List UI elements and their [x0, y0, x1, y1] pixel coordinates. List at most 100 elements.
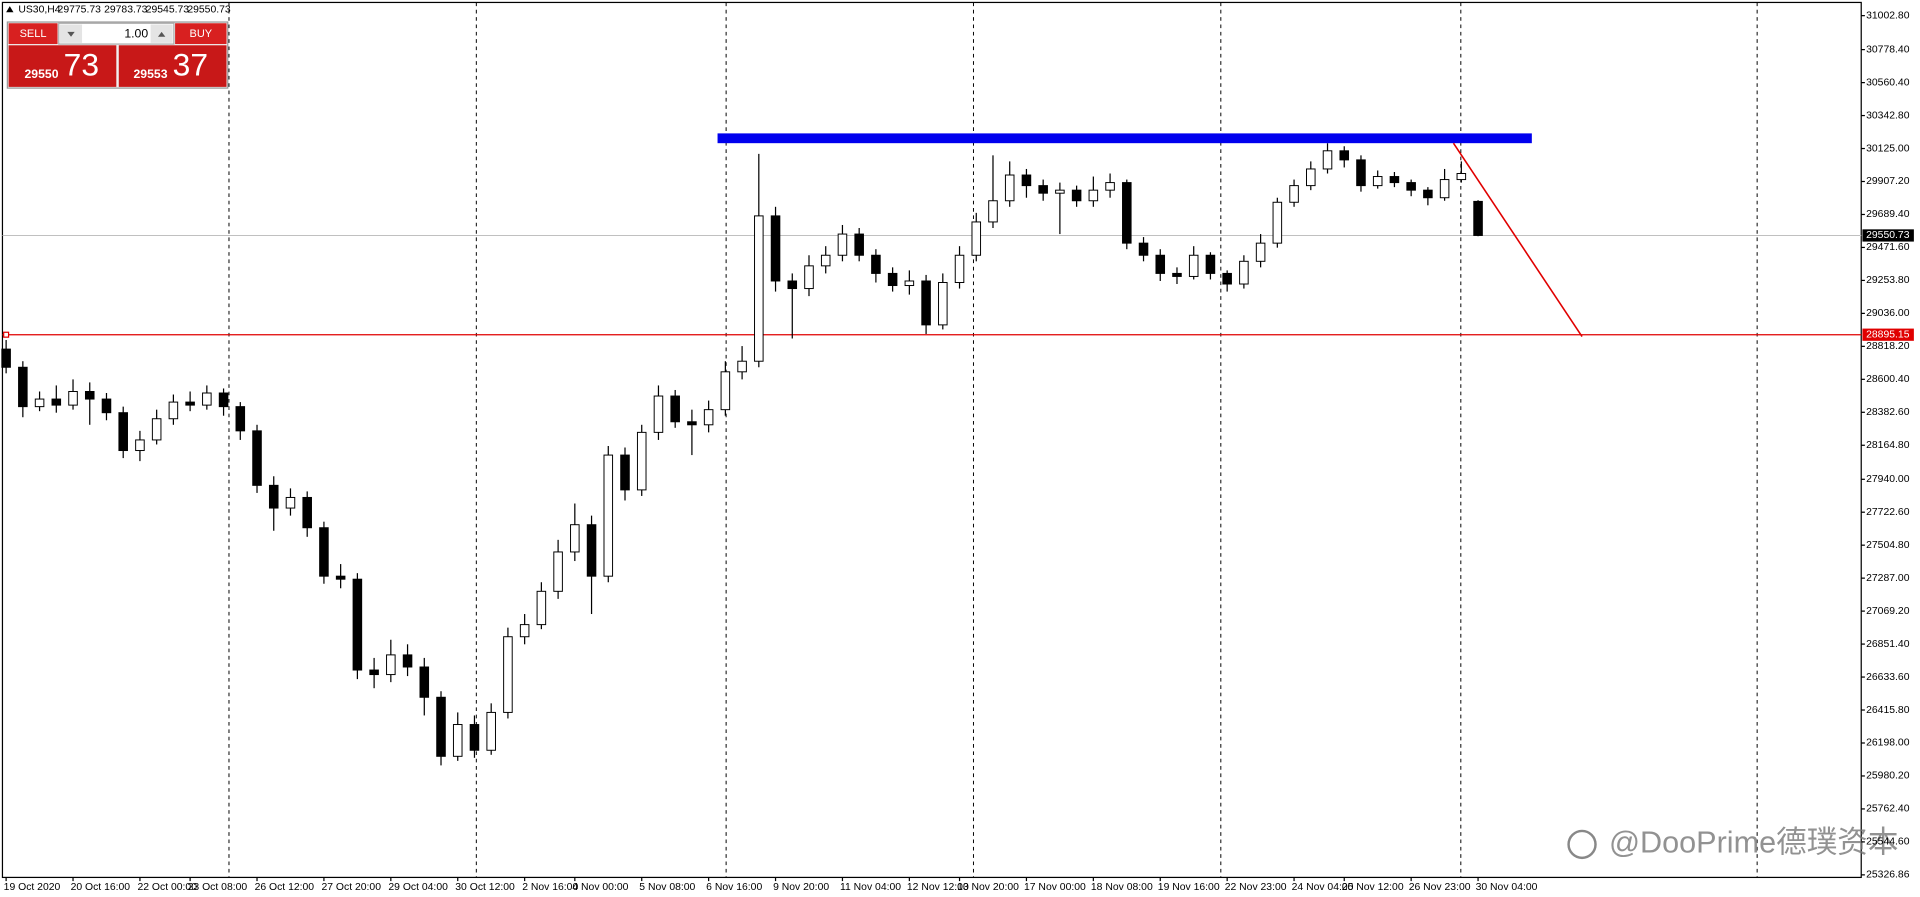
candle-body: [1255, 242, 1266, 262]
resistance-zone[interactable]: [717, 133, 1532, 144]
candle-body: [1473, 200, 1483, 236]
x-tick-label: 26 Oct 12:00: [255, 882, 315, 893]
trend-arrow[interactable]: [1452, 142, 1583, 337]
candle-body: [419, 666, 430, 698]
candle-body: [1071, 189, 1082, 202]
x-tick-label: 17 Nov 00:00: [1024, 882, 1086, 893]
x-tick-label: 11 Nov 04:00: [840, 882, 901, 893]
y-tick-label: 28164.80: [1866, 440, 1910, 451]
y-tick-label: 26633.60: [1866, 672, 1910, 683]
candle-body: [68, 391, 78, 406]
candle-body: [1372, 176, 1383, 187]
x-tick-label: 24 Nov 04:00: [1292, 882, 1354, 893]
x-tick-label: 22 Nov 23:00: [1225, 882, 1287, 893]
candle-body: [787, 280, 798, 290]
y-tick-label: 26415.80: [1866, 705, 1910, 716]
y-tick-label: 30560.40: [1866, 77, 1910, 88]
candle-body: [202, 392, 212, 406]
current-price-label: 29550.73: [1866, 230, 1910, 241]
y-tick-label: 27287.00: [1866, 573, 1910, 584]
candle-body: [536, 590, 547, 626]
lots-value[interactable]: 1.00: [124, 27, 148, 41]
x-tick-label: 23 Oct 08:00: [188, 882, 248, 893]
candle-body: [1205, 254, 1216, 274]
y-tick-label: 27722.60: [1866, 507, 1910, 518]
x-tick-label: 22 Oct 00:00: [137, 882, 197, 893]
buy-price-box[interactable]: [118, 45, 227, 87]
x-tick-label: 19 Oct 2020: [4, 882, 61, 893]
sell-button[interactable]: [8, 23, 58, 45]
sell-price-big[interactable]: 29550: [24, 67, 58, 81]
candle-body: [268, 484, 279, 509]
y-tick-label: 31002.80: [1866, 10, 1910, 21]
candle-body: [1239, 260, 1249, 285]
candle-body: [84, 391, 95, 400]
candle-body: [1356, 159, 1366, 187]
x-tick-label: 18 Nov 08:00: [1091, 882, 1153, 893]
candle-body: [1105, 182, 1115, 191]
candle-body: [988, 200, 998, 223]
candle-body: [553, 551, 563, 592]
sell-price-box[interactable]: [8, 45, 117, 87]
y-tick-label: 25544.60: [1866, 837, 1910, 848]
buy-price-small[interactable]: 37: [173, 47, 208, 83]
buy-label[interactable]: BUY: [190, 28, 213, 40]
collapse-icon[interactable]: [6, 6, 14, 13]
candle-body: [971, 221, 982, 256]
y-tick-label: 28382.60: [1866, 407, 1910, 418]
x-tick-label: 13 Nov 20:00: [957, 882, 1019, 893]
buy-price-big[interactable]: 29553: [133, 67, 167, 81]
candle-body: [837, 233, 848, 256]
y-tick-label: 25980.20: [1866, 771, 1910, 782]
candle-body: [503, 636, 513, 713]
plot-frame: [1, 1, 1862, 879]
marks: [1, 143, 1862, 766]
candle-body: [319, 527, 329, 577]
sell-label[interactable]: SELL: [20, 28, 47, 40]
lots-input[interactable]: [58, 22, 175, 45]
candle-body: [151, 418, 162, 441]
ohlc-low: 29545.73: [146, 5, 190, 16]
candle-body: [1339, 150, 1350, 161]
y-tick-label: 29907.20: [1866, 176, 1910, 187]
candle-body: [302, 496, 312, 529]
candle-body: [18, 366, 28, 408]
x-tick-label: 4 Nov 00:00: [572, 882, 628, 893]
candle-body: [1021, 174, 1032, 187]
candle-body: [754, 215, 764, 362]
candle-body: [804, 265, 814, 290]
ohlc-close: 29550.73: [187, 5, 231, 16]
candle-body: [452, 724, 463, 757]
candle-body: [1272, 201, 1283, 244]
watermark: @DooPrime德璞资本: [1609, 825, 1899, 859]
candle-body: [402, 654, 413, 668]
watermark-logo: [1567, 829, 1597, 860]
candle-body: [168, 401, 179, 420]
candle-body: [687, 421, 697, 426]
candle-body: [620, 454, 630, 491]
x-tick-label: 30 Oct 12:00: [455, 882, 515, 893]
x-tick-label: 25 Nov 12:00: [1342, 882, 1404, 893]
candle-body: [469, 724, 480, 751]
candle-body: [185, 401, 195, 406]
x-tick-label: 5 Nov 08:00: [639, 882, 695, 893]
candle-body: [720, 371, 731, 411]
candle-body: [436, 696, 446, 757]
buy-button[interactable]: [175, 23, 227, 45]
candle-body: [118, 412, 128, 452]
x-tick-label: 9 Nov 20:00: [773, 882, 829, 893]
x-tick-label: 30 Nov 04:00: [1476, 882, 1538, 893]
candle-body: [586, 524, 597, 577]
candle-body: [737, 360, 747, 373]
candle-body: [1306, 168, 1316, 187]
x-tick-label: 26 Nov 23:00: [1409, 882, 1471, 893]
candle-body: [386, 654, 396, 676]
sell-price-small[interactable]: 73: [64, 47, 99, 83]
candle-body: [887, 272, 898, 287]
candle-body: [1406, 182, 1416, 191]
level-label: 28895.15: [1866, 329, 1910, 340]
candle-body: [1456, 173, 1467, 181]
